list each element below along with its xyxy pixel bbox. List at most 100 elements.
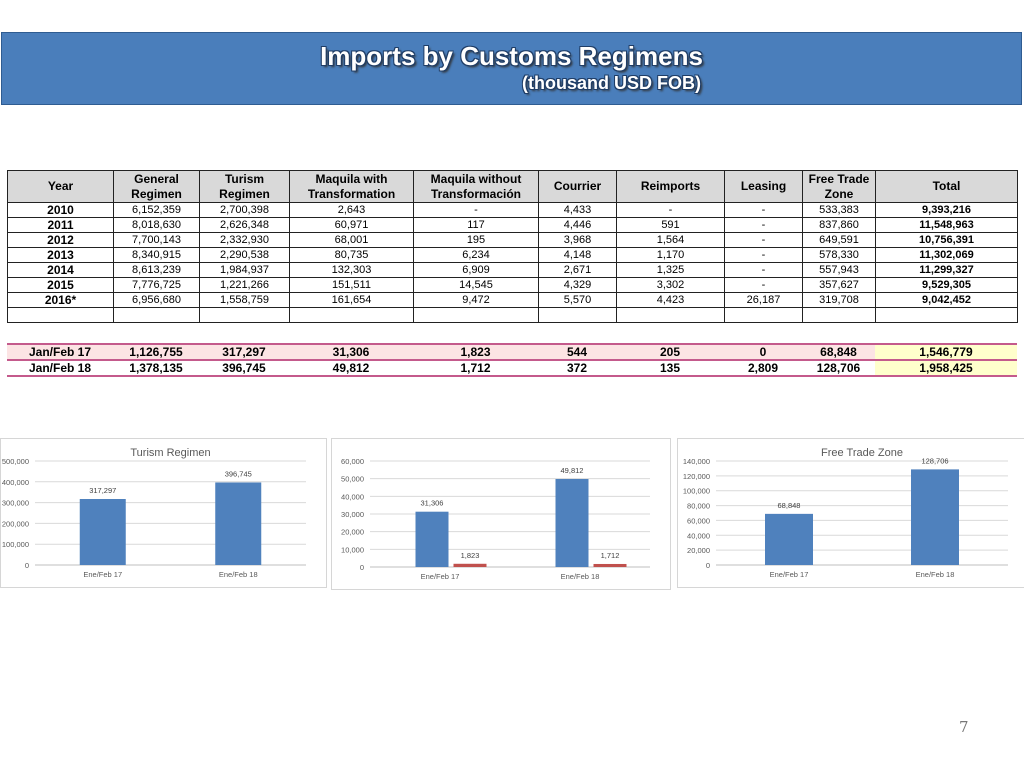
column-header-text: General [134, 171, 179, 186]
table-cell: 9,529,305 [875, 277, 1018, 293]
y-tick-label: 140,000 [683, 457, 710, 466]
chart-title: Free Trade Zone [821, 447, 903, 459]
table-cell: 9,042,452 [875, 292, 1018, 308]
ytd-row: Jan/Feb 17 1,126,755 317,297 31,306 1,823 544… [7, 343, 1017, 361]
bar-primary [555, 478, 589, 567]
table-cell: - [724, 232, 803, 248]
table-cell: 2,671 [538, 262, 617, 278]
ytd-cell: Jan/Feb 17 [7, 343, 113, 361]
table-cell: 11,302,069 [875, 247, 1018, 263]
table-cell: 1,984,937 [199, 262, 290, 278]
table-cell: 6,152,359 [113, 202, 200, 218]
page-title: Imports by Customs Regimens [320, 41, 703, 71]
column-header: Maquila with Transformation [289, 170, 414, 203]
x-tick-label: Ene/Feb 17 [83, 570, 122, 579]
table-cell: 2015 [7, 277, 114, 293]
table-cell: 9,472 [413, 292, 539, 308]
table-cell: 2,332,930 [199, 232, 290, 248]
chart-turism-regimen: 0 100,000 200,000 300,000 400,000 500,000 Turi… [0, 438, 327, 588]
table-cell: 9,393,216 [875, 202, 1018, 218]
column-header: Leasing [724, 170, 803, 203]
y-tick-label: 0 [25, 561, 29, 570]
table-cell: 3,968 [538, 232, 617, 248]
table-cell: 837,860 [802, 217, 876, 233]
column-header: Reimports [616, 170, 725, 203]
y-tick-label: 40,000 [341, 492, 364, 501]
table-cell [538, 307, 617, 323]
table-cell: 2013 [7, 247, 114, 263]
table-cell [199, 307, 290, 323]
data-label: 396,745 [225, 469, 252, 478]
table-cell: 1,325 [616, 262, 725, 278]
bar-primary [215, 482, 262, 565]
y-tick-label: 60,000 [341, 457, 364, 466]
ytd-cell: 2,809 [724, 360, 802, 377]
y-tick-label: 500,000 [2, 457, 29, 466]
ytd-cell: 317,297 [199, 343, 289, 361]
ytd-cell: 128,706 [802, 360, 875, 377]
y-tick-label: 300,000 [2, 499, 29, 508]
table-cell: 11,299,327 [875, 262, 1018, 278]
table-row: 2014 8,613,239 1,984,937 132,303 6,909 2,671 1… [7, 262, 1018, 278]
column-header: Free Trade Zone [802, 170, 876, 203]
table-cell: 6,909 [413, 262, 539, 278]
bar-primary [911, 469, 959, 565]
table-cell: - [413, 202, 539, 218]
column-header-text: Regimen [219, 186, 270, 201]
column-header-text: Total [932, 179, 961, 193]
table-cell: 2014 [7, 262, 114, 278]
table-cell: 2,700,398 [199, 202, 290, 218]
chart-svg: 0 20,000 40,000 60,000 80,000 100,000 120,000 1… [683, 447, 1008, 579]
table-row: 2011 8,018,630 2,626,348 60,971 117 4,446 591-… [7, 217, 1018, 233]
column-header-text: Transformación [430, 186, 522, 201]
ytd-cell: 0 [724, 343, 802, 361]
column-header-text: Maquila without [430, 171, 522, 186]
table-cell: 7,700,143 [113, 232, 200, 248]
chart-maquila: 0 10,000 20,000 30,000 40,000 50,000 60,000 Ene… [331, 438, 671, 590]
bar-primary [79, 499, 126, 565]
ytd-cell: 1,823 [413, 343, 538, 361]
table-cell: 11,548,963 [875, 217, 1018, 233]
y-tick-label: 200,000 [2, 519, 29, 528]
column-header: Courrier [538, 170, 617, 203]
table-cell: 357,627 [802, 277, 876, 293]
table-cell [289, 307, 414, 323]
table-cell: 14,545 [413, 277, 539, 293]
y-tick-label: 20,000 [341, 528, 364, 537]
table-cell [724, 307, 803, 323]
table-row-blank [7, 307, 1018, 323]
table-row: 2013 8,340,915 2,290,538 80,735 6,234 4,148 1,… [7, 247, 1018, 263]
y-tick-label: 400,000 [2, 478, 29, 487]
x-tick-label: Ene/Feb 18 [916, 570, 955, 579]
ytd-cell: 205 [616, 343, 724, 361]
column-header-text: Courrier [553, 179, 602, 193]
y-tick-label: 40,000 [687, 531, 710, 540]
table-cell: 4,433 [538, 202, 617, 218]
y-tick-label: 0 [706, 561, 710, 570]
column-header: Total [875, 170, 1018, 203]
y-tick-label: 120,000 [683, 472, 710, 481]
page-subtitle: (thousand USD FOB) [522, 73, 701, 93]
table-cell: - [724, 262, 803, 278]
table-cell: 151,511 [289, 277, 414, 293]
y-tick-label: 100,000 [683, 487, 710, 496]
table-cell [802, 307, 876, 323]
table-cell: 4,329 [538, 277, 617, 293]
ytd-cell: 31,306 [289, 343, 413, 361]
data-label: 1,712 [601, 551, 620, 560]
table-row: 2015 7,776,725 1,221,266 151,511 14,545 4,329… [7, 277, 1018, 293]
table-cell: 5,570 [538, 292, 617, 308]
ytd-cell: 1,958,425 [875, 360, 1017, 377]
y-tick-label: 20,000 [687, 546, 710, 555]
table-cell: 4,148 [538, 247, 617, 263]
column-header-text: Zone [824, 186, 854, 201]
column-header: General Regimen [113, 170, 200, 203]
column-header: Year [7, 170, 114, 203]
table-cell: 68,001 [289, 232, 414, 248]
table-cell: 533,383 [802, 202, 876, 218]
table-cell: 2011 [7, 217, 114, 233]
ytd-row: Jan/Feb 18 1,378,135 396,745 49,812 1,712 372… [7, 360, 1017, 377]
table-cell: 4,423 [616, 292, 725, 308]
ytd-cell: 1,546,779 [875, 343, 1017, 361]
table-cell: 578,330 [802, 247, 876, 263]
